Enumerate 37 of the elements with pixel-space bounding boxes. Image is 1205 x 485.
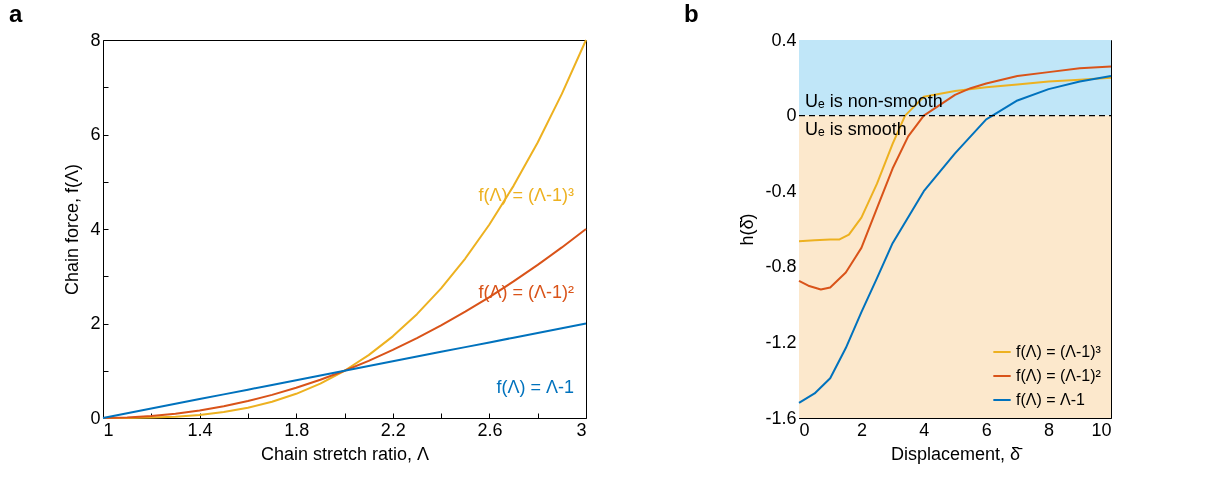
- line-series: [798, 65, 1112, 291]
- y-tick-label: 8: [90, 29, 101, 50]
- y-tick-label: -0.8: [765, 256, 797, 277]
- legend-label: f(Λ) = Λ-1: [1016, 391, 1086, 408]
- line-series: [798, 76, 1112, 243]
- y-tick-label: 4: [90, 218, 101, 239]
- line-series: [102, 322, 587, 419]
- y-tick-label: -1.6: [765, 407, 797, 428]
- x-tick-label: 8: [1044, 419, 1055, 440]
- y-tick-label: -1.2: [765, 331, 797, 352]
- x-tick-label: 0: [799, 419, 810, 440]
- x-tick-label: 3: [576, 419, 587, 440]
- x-tick-label: 2.2: [380, 419, 406, 440]
- y-tick-label: 6: [90, 124, 101, 144]
- y-tick-label: -0.4: [765, 180, 797, 201]
- y-axis-title: Chain force, f(Λ): [62, 163, 83, 296]
- y-tick-label: 2: [90, 313, 101, 333]
- x-tick-label: 4: [919, 419, 930, 440]
- series-label: f(Λ) = (Λ-1)³: [478, 185, 574, 206]
- x-axis-title: Displacement, δ̄: [890, 443, 1024, 464]
- x-tick-label: 10: [1091, 419, 1112, 440]
- x-axis-title: Chain stretch ratio, Λ: [260, 443, 430, 464]
- series-label: f(Λ) = Λ-1: [496, 377, 574, 398]
- y-axis-title: h(δ̄): [737, 213, 758, 246]
- legend-label: f(Λ) = (Λ-1)²: [1016, 367, 1102, 384]
- x-tick-label: 1.4: [187, 419, 213, 440]
- legend-label: f(Λ) = (Λ-1)³: [1016, 343, 1102, 360]
- x-tick-label: 2.6: [477, 419, 503, 440]
- y-tick-label: 0.4: [771, 29, 797, 50]
- x-tick-label: 2: [856, 419, 867, 440]
- chart-title: a: [8, 0, 23, 27]
- chart-title: b: [683, 0, 699, 27]
- line-series: [102, 39, 587, 419]
- x-tick-label: 6: [981, 419, 992, 440]
- x-tick-label: 1.8: [284, 419, 310, 440]
- x-tick-label: 1: [103, 419, 114, 440]
- y-tick-label: 0: [786, 105, 797, 126]
